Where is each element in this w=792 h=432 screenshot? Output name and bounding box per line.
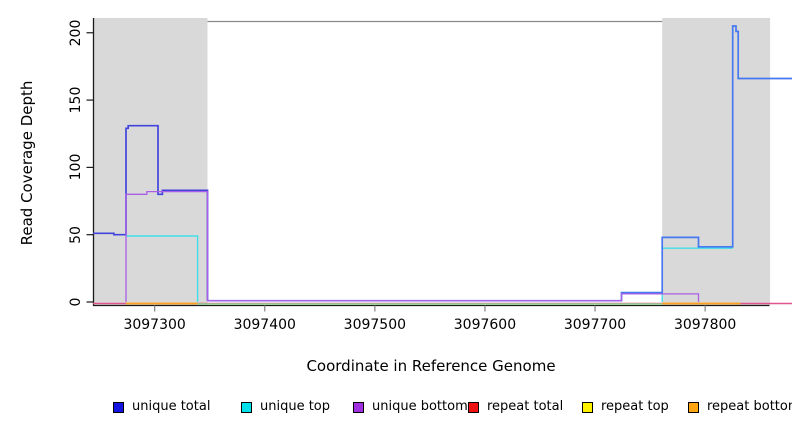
- x-tick-label: 3097600: [453, 317, 517, 333]
- x-tick-label: 3097800: [673, 317, 737, 333]
- y-tick-label: 50: [68, 225, 84, 244]
- left-gray-band: [93, 18, 208, 305]
- y-tick-label: 100: [68, 154, 84, 181]
- y-axis-title: Read Coverage Depth: [18, 80, 36, 246]
- y-tick-label: 0: [68, 297, 84, 307]
- x-axis-title: Coordinate in Reference Genome: [306, 357, 556, 375]
- series-unique-total: [93, 124, 209, 301]
- x-tick-label: 3097300: [123, 317, 186, 333]
- y-tick-label: 200: [68, 19, 84, 47]
- right-gray-band: [662, 18, 771, 305]
- x-tick-label: 3097700: [563, 317, 627, 333]
- x-tick-label: 3097500: [343, 317, 407, 333]
- series-unique-total: [207, 25, 792, 302]
- x-tick-label: 3097400: [233, 317, 296, 333]
- y-tick-label: 150: [68, 86, 84, 114]
- series-unique-bottom: [125, 190, 700, 302]
- series-unique-top: [126, 235, 199, 302]
